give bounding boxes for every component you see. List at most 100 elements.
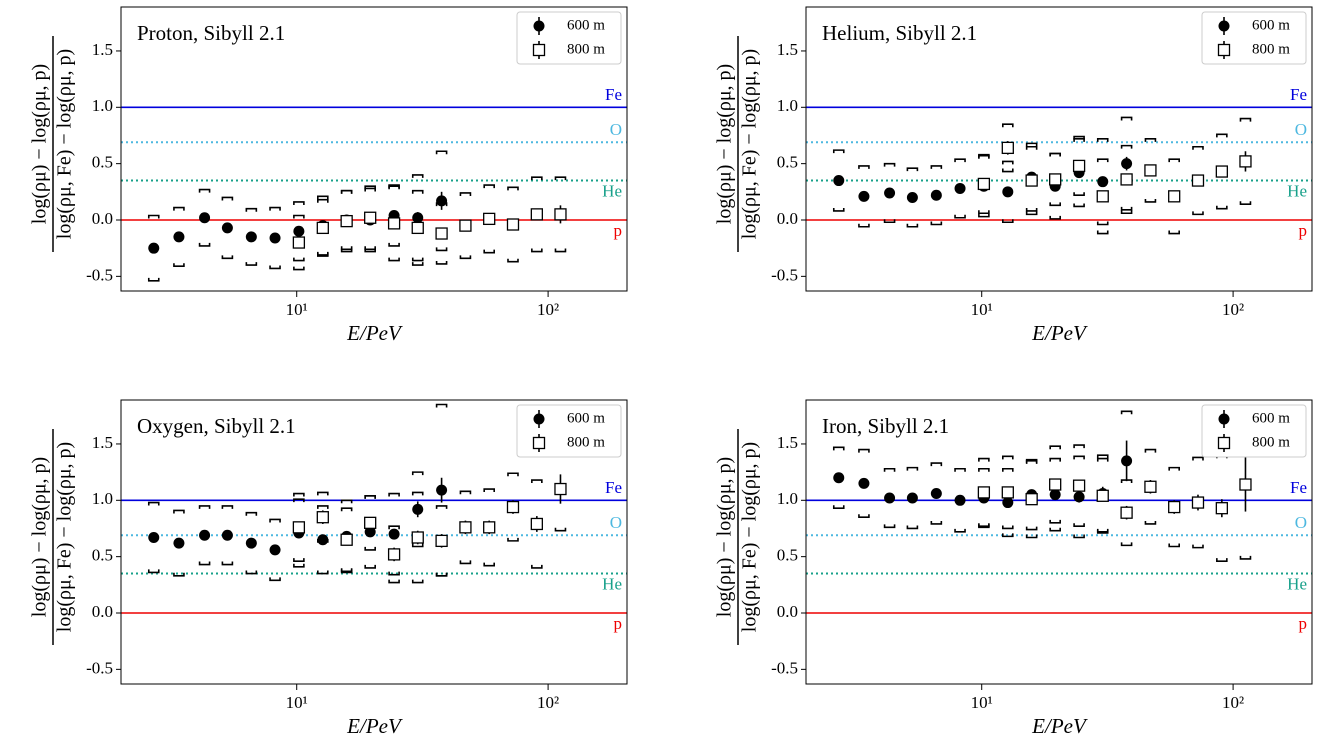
systematic-bracket	[411, 174, 424, 262]
y-tick-label: 0.5	[777, 546, 798, 565]
axes-frame	[120, 399, 628, 685]
marker	[930, 189, 942, 201]
marker	[245, 231, 257, 243]
systematic-bracket	[1096, 457, 1109, 534]
systematic-bracket	[364, 185, 376, 251]
marker	[1168, 190, 1181, 203]
y-tick-label: 1.0	[92, 489, 113, 508]
systematic-bracket	[883, 162, 896, 224]
systematic-bracket	[554, 176, 567, 253]
marker	[293, 225, 305, 237]
reference-label: O	[1295, 120, 1307, 139]
legend-marker	[1218, 20, 1230, 32]
systematic-bracket	[1096, 138, 1109, 226]
x-tick-label: 10²	[537, 693, 559, 712]
systematic-bracket	[906, 466, 919, 530]
marker	[858, 477, 870, 489]
reference-label: p	[1299, 614, 1308, 633]
marker	[1002, 186, 1014, 198]
y-tick-label: 1.0	[92, 96, 113, 115]
marker	[292, 521, 306, 534]
systematic-bracket	[245, 207, 258, 266]
x-tick-label: 10¹	[971, 693, 993, 712]
legend-label: 600 m	[1252, 17, 1290, 33]
legend-label: 600 m	[567, 410, 605, 426]
reference-label: He	[602, 574, 622, 593]
systematic-bracket	[1025, 145, 1038, 216]
marker	[1121, 158, 1133, 170]
marker	[1239, 478, 1252, 491]
marker	[388, 528, 400, 540]
marker	[221, 529, 233, 541]
marker	[387, 217, 401, 230]
systematic-bracket	[930, 462, 943, 525]
marker	[977, 486, 991, 499]
marker	[530, 208, 543, 221]
reference-label: O	[610, 120, 622, 139]
legend-marker	[1217, 436, 1231, 450]
systematic-bracket	[269, 518, 281, 582]
marker	[483, 521, 496, 534]
y-label-denominator: log(ρμ, Fe) − log(ρμ, p)	[739, 49, 761, 239]
marker	[364, 211, 377, 224]
reference-label: He	[602, 181, 622, 200]
systematic-bracket	[198, 188, 211, 247]
systematic-bracket	[1192, 145, 1204, 216]
panel-title: Proton, Sibyll 2.1	[137, 21, 285, 45]
marker	[833, 175, 845, 187]
y-tick-label: -0.5	[86, 658, 113, 677]
marker	[435, 534, 448, 548]
systematic-bracket	[1168, 466, 1180, 548]
y-tick-label: 1.0	[777, 489, 798, 508]
reference-label: O	[610, 513, 622, 532]
y-label-numerator: log(ρμ) − log(ρμ, p)	[29, 457, 51, 617]
x-tick-label: 10¹	[286, 693, 308, 712]
systematic-bracket	[317, 505, 329, 575]
systematic-bracket	[1049, 445, 1061, 524]
systematic-bracket	[317, 198, 329, 257]
legend-label: 600 m	[1252, 410, 1290, 426]
systematic-bracket	[1168, 158, 1180, 235]
systematic-bracket	[858, 448, 870, 519]
marker	[148, 531, 160, 543]
marker	[906, 191, 918, 203]
marker	[506, 500, 520, 514]
marker	[199, 529, 211, 541]
systematic-bracket	[954, 467, 966, 533]
y-tick-label: -0.5	[771, 265, 798, 284]
systematic-bracket	[1025, 460, 1038, 539]
legend-label: 800 m	[567, 434, 605, 450]
marker	[412, 212, 424, 224]
marker	[1120, 506, 1133, 519]
systematic-bracket	[531, 176, 543, 253]
marker	[1215, 165, 1228, 178]
panel: Fe O He p -0.5 0.0 0.5 1.0 1.5 10¹ 10² E/PeV log(ρμ)…	[714, 399, 1313, 738]
x-tick-label: 10²	[1222, 300, 1244, 319]
axes-frame	[120, 6, 628, 292]
marker	[387, 548, 401, 561]
systematic-bracket	[930, 165, 943, 226]
marker	[1144, 480, 1157, 493]
marker	[412, 503, 424, 515]
y-tick-label: 1.5	[92, 40, 113, 59]
systematic-bracket	[1216, 133, 1228, 210]
systematic-bracket	[507, 186, 519, 263]
y-label-numerator: log(ρμ) − log(ρμ, p)	[29, 64, 51, 224]
reference-label: He	[1287, 181, 1307, 200]
systematic-bracket	[388, 185, 400, 262]
systematic-bracket	[1120, 479, 1133, 547]
y-label-numerator: log(ρμ) − log(ρμ, p)	[714, 64, 736, 224]
y-tick-label: 0.0	[92, 602, 113, 621]
legend-marker	[1217, 43, 1231, 57]
reference-label: p	[614, 614, 623, 633]
marker	[173, 231, 185, 243]
marker	[1072, 479, 1086, 492]
marker	[436, 484, 448, 496]
legend-marker	[532, 43, 546, 57]
panel: Fe O He p -0.5 0.0 0.5 1.0 1.5 10¹ 10² E/PeV log(ρμ)…	[29, 399, 628, 738]
systematic-bracket	[1073, 455, 1085, 539]
marker	[364, 526, 376, 538]
marker	[954, 182, 966, 194]
marker	[245, 537, 257, 549]
